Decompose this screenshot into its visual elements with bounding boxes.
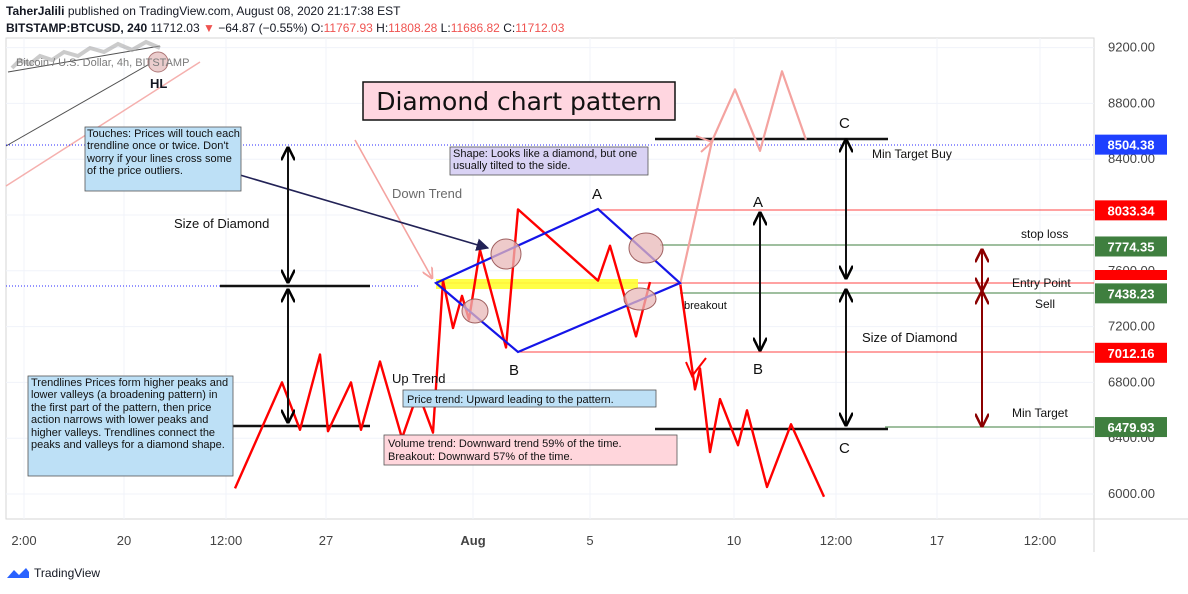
y-tick-label: 6800.00 xyxy=(1108,374,1155,389)
x-tick-label: Aug xyxy=(460,533,485,548)
tradingview-logo-icon xyxy=(7,568,29,578)
shape-text: Shape: Looks like a diamond, but one usu… xyxy=(453,148,638,173)
down-trend-label: Down Trend xyxy=(392,186,462,201)
size-of-diamond-right: Size of Diamond xyxy=(862,330,957,345)
header-line-2: BITSTAMP:BTCUSD, 240 11712.03 ▼ −64.87 (… xyxy=(6,21,564,35)
touch-circle-2 xyxy=(461,298,489,324)
volume-trend-text: Volume trend: Downward trend 59% of the … xyxy=(388,438,622,450)
min-target-label: Min Target xyxy=(1012,406,1068,420)
y-tick-label: 8400.00 xyxy=(1108,151,1155,166)
low-value: 11686.82 xyxy=(450,21,500,35)
price-label-text: 8504.38 xyxy=(1108,138,1155,153)
diamond-shape xyxy=(433,207,683,354)
label-b-bottom: B xyxy=(509,362,519,379)
label-a-right: A xyxy=(753,194,763,211)
stop-loss-label: stop loss xyxy=(1021,227,1068,241)
x-tick-label: 12:00 xyxy=(210,533,243,548)
price-label-text: 8033.34 xyxy=(1108,203,1156,218)
target-arrow-icon xyxy=(695,135,714,153)
o-label: O: xyxy=(310,21,324,35)
trendlines-box xyxy=(27,375,234,477)
price-label-badge xyxy=(1095,417,1167,438)
x-tick-label: 12:00 xyxy=(1024,533,1057,548)
last-price: 11712.03 xyxy=(150,21,200,35)
price-change: −64.87 (−0.55%) xyxy=(218,21,308,35)
y-tick-label: 6000.00 xyxy=(1108,486,1155,501)
touch-circle-3 xyxy=(628,232,664,264)
x-tick-label: 2:00 xyxy=(11,533,36,548)
hl-label: HL xyxy=(150,76,167,91)
breakout-pct-text: Breakout: Downward 57% of the time. xyxy=(388,451,573,463)
price-label-badge xyxy=(1095,342,1167,363)
price-label-badge xyxy=(1095,283,1167,304)
touch-circle-4 xyxy=(623,287,657,311)
c-label: C: xyxy=(503,21,516,35)
price-series-line xyxy=(678,70,808,286)
y-tick-label: 7200.00 xyxy=(1108,319,1155,334)
open-value: 11767.93 xyxy=(323,21,373,35)
x-tick-label: 5 xyxy=(586,533,593,548)
size-of-diamond-left: Size of Diamond xyxy=(174,216,269,231)
close-value: 11712.03 xyxy=(515,21,565,35)
top-left-mini-chart xyxy=(5,39,201,187)
price-series-line xyxy=(678,281,826,498)
header-line-1: TaherJalili published on TradingView.com… xyxy=(6,4,401,18)
price-label-badge xyxy=(1095,200,1167,221)
brand-label: TradingView xyxy=(34,566,101,580)
high-value: 11808.28 xyxy=(388,21,438,35)
h-label: H: xyxy=(376,21,389,35)
y-tick-label: 8800.00 xyxy=(1108,95,1155,110)
label-c-bottom: C xyxy=(839,440,850,457)
down-trend-arrow xyxy=(354,139,432,278)
price-labels: 8504.38 8033.34 7774.35 7438.23 7012.16 6479.… xyxy=(1095,134,1167,438)
touch-circle-1 xyxy=(490,238,522,270)
y-tick-label: 9200.00 xyxy=(1108,40,1155,55)
tradingview-brand[interactable]: TradingView xyxy=(6,566,100,580)
touches-text: Touches: Prices will touch each trendlin… xyxy=(87,128,240,178)
price-label-text: 7774.35 xyxy=(1108,239,1155,254)
price-label-badge xyxy=(1095,134,1167,155)
symbol: BITSTAMP:BTCUSD, 240 xyxy=(6,21,148,35)
entry-badge-hidden xyxy=(1095,270,1167,280)
sell-label: Sell xyxy=(1035,297,1055,311)
entry-highlight xyxy=(436,279,638,289)
min-target-buy-label: Min Target Buy xyxy=(872,147,952,161)
price-series-line xyxy=(233,208,652,489)
price-series xyxy=(233,70,826,498)
price-trend-box xyxy=(402,389,657,408)
price-label-text: 7438.23 xyxy=(1108,286,1155,301)
price-label-text: 7012.16 xyxy=(1108,346,1155,361)
x-tick-label: 20 xyxy=(117,533,131,548)
volume-box xyxy=(383,434,678,466)
x-tick-label: 27 xyxy=(319,533,333,548)
label-c-top: C xyxy=(839,115,850,132)
down-triangle-icon: ▼ xyxy=(202,21,215,35)
published-text: published on TradingView.com, August 08,… xyxy=(64,4,401,18)
price-label-text: 6479.93 xyxy=(1108,420,1155,435)
x-tick-label: 17 xyxy=(930,533,944,548)
label-a-top: A xyxy=(592,186,602,203)
label-b-right: B xyxy=(753,361,763,378)
breakout-arrow-icon xyxy=(685,357,707,378)
breakout-label: breakout xyxy=(684,300,727,312)
x-tick-label: 10 xyxy=(727,533,741,548)
entry-point-label: Entry Point xyxy=(1012,276,1071,290)
price-trend-text: Price trend: Upward leading to the patte… xyxy=(407,394,614,406)
watermark: Bitcoin / U.S. Dollar, 4h, BITSTAMP xyxy=(16,57,189,69)
chart-title: Diamond chart pattern xyxy=(376,87,662,116)
up-trend-label: Up Trend xyxy=(392,371,445,386)
publisher-name[interactable]: TaherJalili xyxy=(6,4,65,18)
x-axis-ticks: 2:00 20 12:00 27 Aug 5 10 12:00 17 12:00 xyxy=(11,533,1056,548)
l-label: L: xyxy=(440,21,451,35)
trendlines-text: Trendlines Prices form higher peaks and … xyxy=(31,377,229,452)
touches-box xyxy=(84,126,242,192)
title-box xyxy=(362,81,676,121)
x-tick-label: 12:00 xyxy=(820,533,853,548)
price-label-badge xyxy=(1095,236,1167,257)
shape-box xyxy=(449,146,649,176)
